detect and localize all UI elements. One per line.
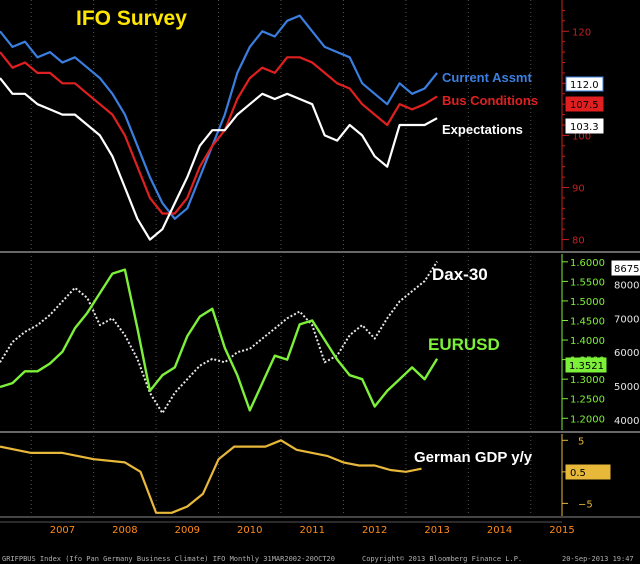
dax-y-tick-label: 8000: [614, 280, 639, 291]
eurusd-y-tick-label: 1.2000: [570, 414, 605, 425]
ifo-y-tick-label: 90: [572, 184, 585, 195]
ifo-value-label: 112.0: [570, 80, 599, 91]
gdp-y-tick-label: −5: [578, 499, 593, 510]
series-dax-30: [0, 261, 438, 415]
dax-y-tick-label: 4000: [614, 416, 639, 427]
eurusd-y-tick-label: 1.2500: [570, 395, 605, 406]
footer-copyright: Copyright© 2013 Bloomberg Finance L.P.: [362, 555, 522, 563]
ifo-title: IFO Survey: [76, 7, 187, 30]
footer-source: GRIFPBUS Index (Ifo Pan Germany Business…: [2, 555, 335, 563]
gdp-value-label: 0.5: [570, 468, 586, 479]
legend-expectations: Expectations: [442, 122, 523, 137]
legend-bus-conditions: Bus Conditions: [442, 93, 538, 108]
series-bus-conditions: [0, 51, 438, 215]
series-lines: [0, 14, 439, 514]
year-label: 2012: [362, 525, 387, 536]
year-label: 2011: [299, 525, 324, 536]
series-expectations: [0, 77, 438, 241]
last-value-boxes: 112.0 107.5 103.3 8675 1.3521 0.5: [565, 76, 640, 480]
legend-current-assmt: Current Assmt: [442, 70, 532, 85]
legend-eurusd: EURUSD: [428, 335, 500, 354]
ifo-value-label: 103.3: [570, 122, 599, 133]
ifo-y-tick-label: 100: [572, 131, 591, 142]
year-label: 2009: [175, 525, 200, 536]
dax-y-tick-label: 5000: [614, 382, 639, 393]
year-label: 2007: [50, 525, 75, 536]
year-gridlines: [0, 0, 562, 523]
footer-timestamp: 20-Sep-2013 19:47: [562, 555, 634, 563]
ifo-value-label: 107.5: [570, 100, 599, 111]
legend-dax-30: Dax-30: [432, 265, 488, 284]
ifo-value-box: [565, 96, 604, 112]
year-label: 2015: [549, 525, 574, 536]
gdp-value-box: [565, 464, 611, 480]
eurusd-y-tick-label: 1.3000: [570, 375, 605, 386]
ifo-value-box: [565, 76, 604, 92]
year-label: 2014: [487, 525, 512, 536]
dax-y-tick-label: 6000: [614, 348, 639, 359]
eurusd-y-tick-label: 1.4000: [570, 336, 605, 347]
dax-value-label: 8675: [614, 264, 639, 275]
eurusd-value-box: [565, 357, 607, 373]
dax-value-box: [611, 260, 640, 276]
series-eurusd: [0, 268, 439, 412]
year-label: 2008: [112, 525, 137, 536]
ifo-y-tick-label: 80: [572, 236, 585, 247]
year-label: 2010: [237, 525, 262, 536]
legend-german-gdp: German GDP y/y: [414, 449, 533, 466]
year-label: 2013: [424, 525, 449, 536]
eurusd-y-tick-label: 1.5000: [570, 297, 605, 308]
eurusd-value-label: 1.3521: [569, 361, 604, 372]
eurusd-y-tick-label: 1.5500: [570, 277, 605, 288]
ifo-y-tick-label: 120: [572, 27, 591, 38]
dax-y-tick-label: 7000: [614, 314, 639, 325]
gdp-y-tick-label: 5: [578, 436, 584, 447]
series-german-gdp: [0, 439, 422, 514]
ifo-value-box: [565, 118, 604, 134]
eurusd-y-tick-label: 1.4500: [570, 316, 605, 327]
eurusd-y-tick-label: 1.6000: [570, 258, 605, 269]
